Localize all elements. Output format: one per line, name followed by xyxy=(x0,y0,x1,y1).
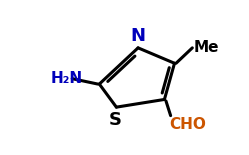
Text: H₂N: H₂N xyxy=(51,71,83,86)
Text: N: N xyxy=(130,27,146,45)
Text: Me: Me xyxy=(194,40,219,55)
Text: S: S xyxy=(108,111,121,129)
Text: CHO: CHO xyxy=(169,117,206,132)
